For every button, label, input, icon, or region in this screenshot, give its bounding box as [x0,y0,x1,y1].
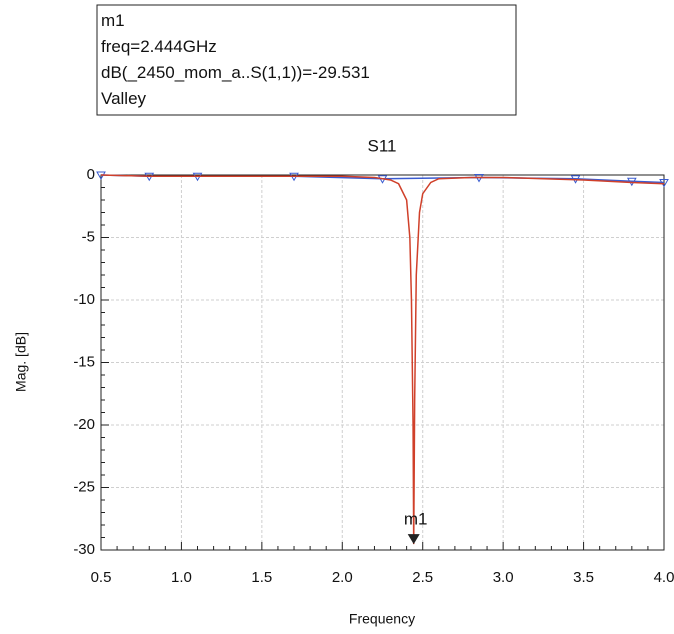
marker-label: m1 [404,510,428,529]
x-tick-label: 2.0 [332,569,353,586]
x-axis-label: Frequency [349,611,415,627]
y-tick-label: -15 [73,353,95,370]
x-tick-label: 3.5 [573,569,594,586]
y-tick-label: -30 [73,541,95,558]
x-tick-label: 2.5 [412,569,433,586]
x-tick-label: 3.0 [493,569,514,586]
y-tick-label: -25 [73,478,95,495]
y-tick-label: -5 [82,228,95,245]
marker-box: m1 freq=2.444GHz dB(_2450_mom_a..S(1,1))… [96,4,517,116]
y-axis-label: Mag. [dB] [13,332,29,392]
marker-box-line: dB(_2450_mom_a..S(1,1))=-29.531 [101,63,370,82]
marker-box-line: m1 [101,11,125,30]
y-tick-label: 0 [87,166,95,183]
marker-box-line: freq=2.444GHz [101,37,217,56]
marker-box-line: Valley [101,89,147,108]
x-tick-label: 1.5 [251,569,272,586]
x-tick-label: 0.5 [91,569,112,586]
y-tick-label: -10 [73,291,95,308]
marker-point [407,534,420,545]
x-tick-label: 1.0 [171,569,192,586]
plot-frame [100,174,665,551]
marker-box-frame [96,4,517,116]
x-tick-label: 4.0 [654,569,674,586]
chart-title: S11 [368,136,397,155]
y-tick-label: -20 [73,416,95,433]
series-line [100,174,665,545]
